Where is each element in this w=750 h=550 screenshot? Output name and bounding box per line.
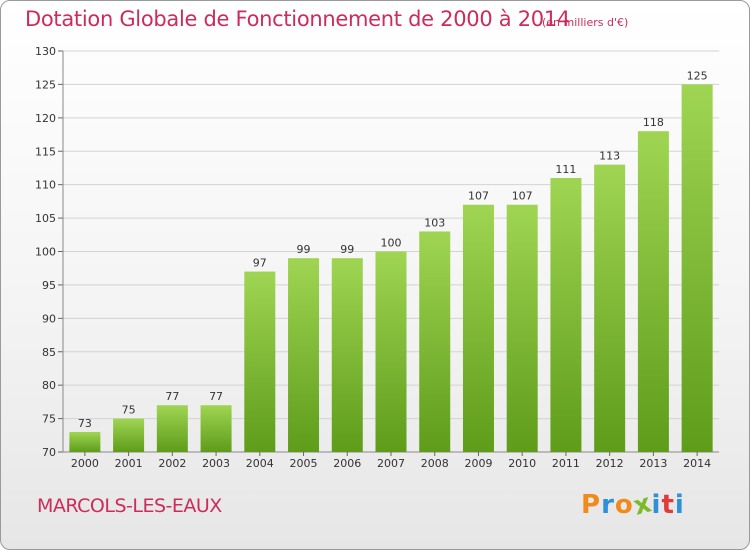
x-tick-label: 2003: [202, 457, 230, 470]
data-label: 107: [512, 190, 533, 203]
bar: [550, 177, 582, 452]
x-tick-label: 2006: [333, 457, 361, 470]
x-tick-label: 2004: [246, 457, 274, 470]
data-label: 97: [253, 257, 267, 270]
data-label: 103: [424, 216, 445, 229]
logo-letter: i: [674, 490, 685, 520]
data-label: 118: [643, 116, 664, 129]
data-label: 99: [297, 243, 311, 256]
data-label: 107: [468, 190, 489, 203]
x-tick-label: 2005: [290, 457, 318, 470]
data-label: 111: [555, 163, 576, 176]
data-label: 77: [209, 390, 223, 403]
chart-subtitle: (en milliers d'€): [542, 16, 629, 29]
x-tick-label: 2008: [421, 457, 449, 470]
bar: [331, 258, 363, 452]
x-tick-label: 2011: [552, 457, 580, 470]
x-tick-label: 2013: [639, 457, 667, 470]
chart-title: Dotation Globale de Fonctionnement de 20…: [25, 7, 570, 31]
bar: [200, 405, 232, 452]
y-tick-label: 105: [35, 212, 56, 225]
data-label: 113: [599, 150, 620, 163]
bar: [637, 131, 669, 452]
y-tick-label: 115: [35, 145, 56, 158]
y-tick-label: 125: [35, 78, 56, 91]
y-tick-label: 95: [42, 279, 56, 292]
bars: [69, 84, 713, 453]
logo-letter: P: [581, 490, 602, 520]
data-label: 75: [122, 404, 136, 417]
proxiti-logo: Proxiti: [581, 488, 685, 522]
logo-letter: t: [661, 490, 675, 520]
data-label: 73: [78, 417, 92, 430]
y-tick-label: 120: [35, 112, 56, 125]
bar: [681, 84, 713, 453]
x-tick-label: 2007: [377, 457, 405, 470]
bar: [69, 431, 101, 452]
logo-letter: o: [614, 490, 634, 520]
y-tick-label: 75: [42, 413, 56, 426]
y-tick-label: 130: [35, 45, 56, 58]
bar: [462, 204, 494, 452]
bar: [375, 251, 407, 452]
x-tick-label: 2000: [71, 457, 99, 470]
bar: [244, 271, 276, 452]
x-tick-label: 2014: [683, 457, 711, 470]
x-tick-label: 2002: [158, 457, 186, 470]
y-tick-label: 90: [42, 312, 56, 325]
data-label: 77: [165, 390, 179, 403]
bar: [288, 258, 320, 452]
y-tick-label: 100: [35, 246, 56, 259]
logo-letter: r: [601, 490, 615, 520]
data-label: 100: [381, 237, 402, 250]
bar: [594, 164, 626, 452]
data-label: 125: [687, 69, 708, 82]
y-tick-label: 80: [42, 379, 56, 392]
x-tick-label: 2009: [464, 457, 492, 470]
logo-letter: i: [651, 490, 662, 520]
x-tick-label: 2010: [508, 457, 536, 470]
x-tick-label: 2001: [115, 457, 143, 470]
bar: [506, 204, 538, 452]
x-tick-label: 2012: [596, 457, 624, 470]
bar: [419, 231, 451, 452]
y-tick-label: 110: [35, 179, 56, 192]
bar: [113, 418, 145, 452]
data-label: 99: [340, 243, 354, 256]
y-tick-label: 85: [42, 346, 56, 359]
commune-name: MARCOLS-LES-EAUX: [37, 495, 222, 517]
labels: 70 75 80 85 90 95 100 105 110 115 120 125 130 73 2000 7…: [35, 45, 711, 470]
bar: [156, 405, 188, 452]
y-tick-label: 70: [42, 446, 56, 459]
